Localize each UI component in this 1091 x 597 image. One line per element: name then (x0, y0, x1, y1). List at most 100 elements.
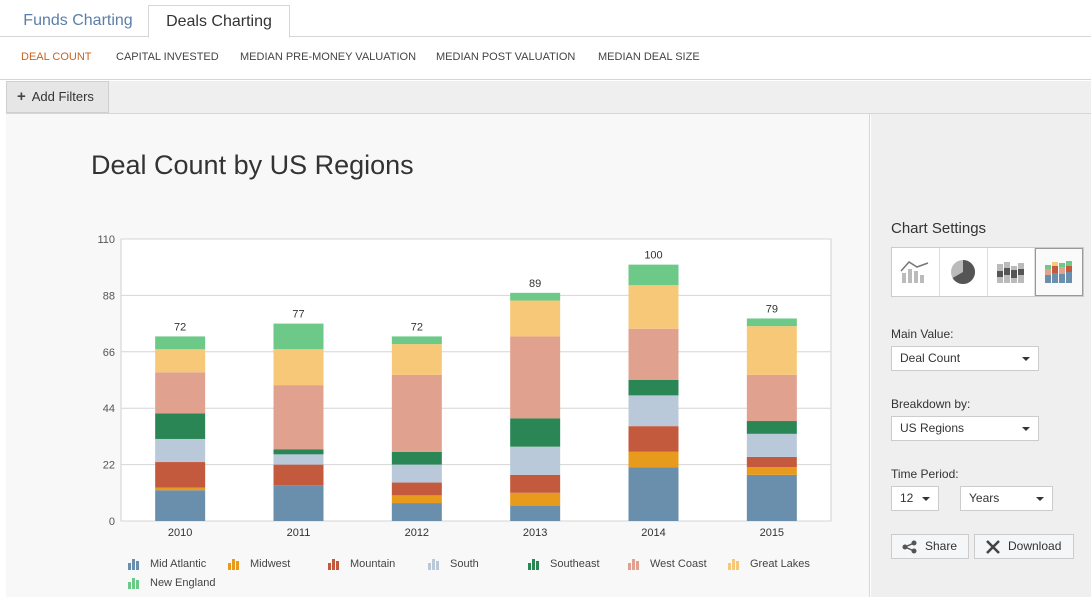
chevron-down-icon (1022, 427, 1030, 431)
legend-item[interactable]: Mid Atlantic (128, 558, 206, 570)
y-tick-label: 66 (103, 347, 115, 359)
metric-median-post-valuation[interactable]: MEDIAN POST VALUATION (436, 51, 576, 63)
legend-item[interactable]: Mountain (328, 558, 395, 570)
bar-segment (155, 462, 206, 488)
share-button[interactable]: Share (891, 534, 969, 559)
bar-segment (510, 492, 561, 506)
bar-segment (746, 374, 797, 422)
metric-deal-count[interactable]: DEAL COUNT (21, 51, 92, 63)
bar-segment (391, 482, 442, 496)
bar-segment (628, 395, 679, 427)
bar-segment (391, 374, 442, 452)
tab-deals-charting[interactable]: Deals Charting (148, 5, 290, 38)
x-tick-label: 2015 (760, 527, 784, 539)
legend-label: Mountain (350, 558, 396, 570)
metric-tabs: DEAL COUNT CAPITAL INVESTED MEDIAN PRE-M… (0, 37, 1091, 80)
x-tick-label: 2012 (405, 527, 429, 539)
legend-item[interactable]: New England (128, 577, 215, 589)
heatmap-chart-icon[interactable] (988, 248, 1036, 296)
bar-segment (155, 349, 206, 373)
total-label: 77 (292, 309, 304, 321)
bar-segment (746, 433, 797, 457)
legend-item[interactable]: West Coast (628, 558, 707, 570)
chart-title: Deal Count by US Regions (91, 150, 414, 180)
bar-segment (273, 449, 324, 455)
bar-segment (155, 438, 206, 463)
time-unit-select[interactable]: Years (960, 486, 1053, 511)
time-unit-selected: Years (969, 491, 1000, 505)
filter-bar: + Add Filters (6, 81, 1091, 114)
legend-swatch-icon (628, 559, 639, 570)
pie-chart-icon[interactable] (940, 248, 988, 296)
main-value-select[interactable]: Deal Count (891, 346, 1039, 371)
share-icon (902, 540, 917, 553)
total-label: 72 (411, 321, 423, 333)
breakdown-select[interactable]: US Regions (891, 416, 1039, 441)
bar-segment (628, 426, 679, 452)
tab-funds-charting[interactable]: Funds Charting (23, 12, 133, 29)
bar-segment (155, 372, 206, 414)
bar-segment (391, 503, 442, 521)
bar-segment (746, 456, 797, 468)
chart-panel: Deal Count by US Regions 0 22 44 66 88 110 72 2… (6, 114, 870, 597)
time-count-select[interactable]: 12 (891, 486, 939, 511)
legend-swatch-icon (128, 559, 139, 570)
bar-segment (746, 467, 797, 475)
legend-swatch-icon (328, 559, 339, 570)
x-tick-label: 2010 (168, 527, 192, 539)
area-chart-icon[interactable] (892, 248, 940, 296)
bar-segment (628, 451, 679, 468)
bar-segment (628, 328, 679, 380)
bar-segment (746, 474, 797, 521)
main-value-label: Main Value: (891, 327, 954, 341)
x-tick-label: 2011 (287, 527, 311, 539)
y-tick-label: 22 (103, 460, 115, 472)
bar-segment (628, 264, 679, 286)
legend-label: Southeast (550, 558, 600, 570)
legend-item[interactable]: Great Lakes (728, 558, 810, 570)
bar-segment (391, 495, 442, 504)
bar-segment (628, 285, 679, 329)
legend-item[interactable]: Midwest (228, 558, 290, 570)
plus-icon: + (17, 88, 26, 105)
bar-segment (155, 487, 206, 491)
bar-segment (746, 421, 797, 434)
bar-segment (510, 446, 561, 475)
total-label: 72 (174, 321, 186, 333)
legend-label: West Coast (650, 558, 707, 570)
y-tick-label: 110 (97, 234, 115, 246)
total-label: 100 (644, 250, 662, 262)
download-button[interactable]: Download (974, 534, 1074, 559)
time-period-label: Time Period: (891, 467, 959, 481)
stacked-bar-chart: 0 22 44 66 88 110 72 2010 77 2011 72 2012 89 2013 100 2… (97, 234, 832, 539)
chevron-down-icon (1036, 497, 1044, 501)
stacked-bar-chart-icon[interactable] (1035, 248, 1083, 296)
bar-segment (628, 380, 679, 396)
bar-segment (391, 344, 442, 375)
legend-item[interactable]: South (428, 558, 479, 570)
legend-item[interactable]: Southeast (528, 558, 600, 570)
breakdown-label: Breakdown by: (891, 397, 971, 411)
bar-segment (391, 464, 442, 483)
legend-label: New England (150, 577, 216, 589)
x-tick-label: 2014 (641, 527, 665, 539)
main-value-selected: Deal Count (900, 351, 961, 365)
bar-segment (510, 336, 561, 419)
bar-segment (155, 413, 206, 439)
chart-type-selector (891, 247, 1084, 297)
legend-label: South (450, 558, 479, 570)
metric-median-pre-money-valuation[interactable]: MEDIAN PRE-MONEY VALUATION (240, 51, 417, 63)
chart-settings-panel: Chart Settings (871, 114, 1091, 597)
bar-segment (155, 490, 206, 521)
bar-segment (273, 385, 324, 450)
bar-segment (273, 323, 324, 350)
excel-icon (986, 539, 1000, 554)
bar-segment (510, 505, 561, 521)
metric-capital-invested[interactable]: CAPITAL INVESTED (116, 51, 219, 63)
total-label: 79 (766, 303, 778, 315)
bar-segment (628, 467, 679, 521)
add-filters-button[interactable]: + Add Filters (6, 81, 109, 113)
bar-segment (155, 336, 206, 350)
chart-settings-title: Chart Settings (891, 220, 987, 237)
metric-median-deal-size[interactable]: MEDIAN DEAL SIZE (598, 51, 700, 63)
